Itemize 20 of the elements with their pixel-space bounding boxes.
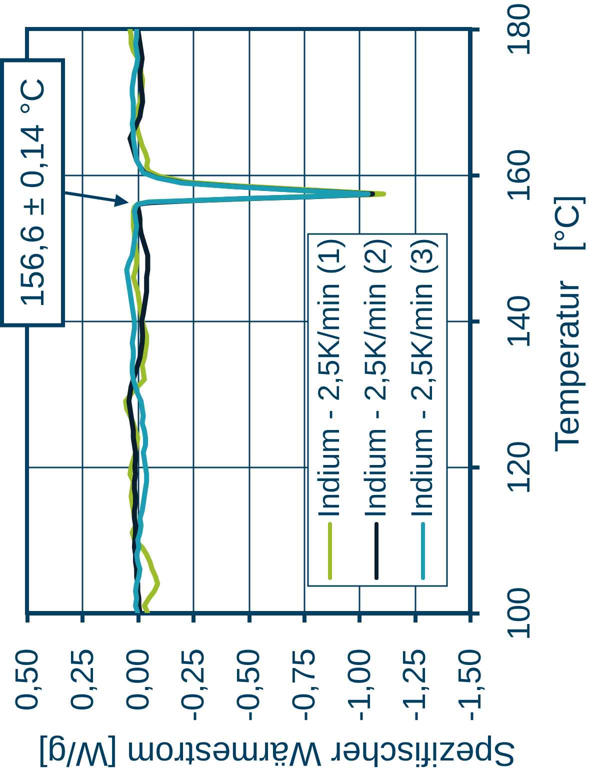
x-tick-label: 0,00	[119, 648, 156, 711]
y-tick-label: 120	[500, 440, 536, 494]
y-axis-title: Temperatur [°C]	[548, 194, 586, 452]
y-tick-label: 180	[500, 2, 536, 56]
x-axis-title: Spezifischer Wärmestrom [W/g]	[38, 734, 516, 772]
y-tick-label: 100	[500, 586, 536, 640]
x-tick-label: -1,25	[396, 648, 432, 722]
x-tick-label: 0,50	[8, 648, 44, 711]
x-tick-label: -0,75	[285, 648, 322, 722]
x-tick-label: -1,00	[340, 648, 377, 722]
x-tick-label: -0,25	[174, 648, 211, 722]
annotation: 156,6 ± 0,14 °C	[14, 78, 50, 308]
text: Indium - 2,5K/min (1)	[313, 238, 346, 518]
x-tick-label: -0,50	[230, 648, 266, 722]
y-tick-label: 140	[500, 294, 536, 348]
x-tick-label: -1,50	[452, 648, 488, 722]
text: Indium - 2,5K/min (2)	[360, 238, 392, 518]
text: Indium - 2,5K/min (3)	[406, 238, 439, 518]
y-tick-label: 160	[500, 148, 536, 202]
x-tick-label: 0,25	[64, 648, 100, 711]
